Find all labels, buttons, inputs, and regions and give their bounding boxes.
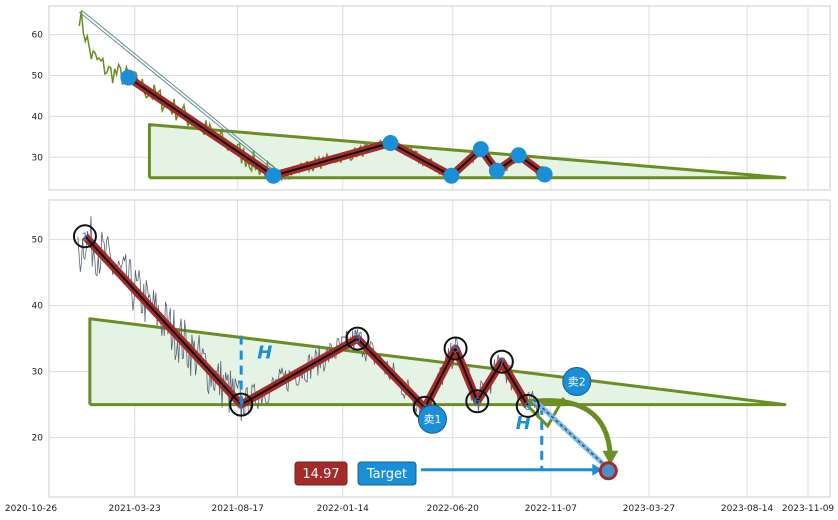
bottom-y-tick-label: 20 [32,434,44,444]
top-pivot-point [265,167,282,184]
target-label-text: Target [366,467,407,482]
x-tick-label: 2023-11-09 [782,504,835,514]
x-tick-label: 2021-08-17 [212,504,264,514]
top-pivot-point [382,134,399,151]
top-trendline [79,11,286,181]
projected-blue-hatch [533,399,607,468]
pivot-number: 3 [354,333,361,346]
top-panel-content [78,9,787,184]
pivot-circle [72,224,97,249]
pivot-circle [345,326,370,351]
pivot-number: 5 [452,343,459,356]
triangle-edge [88,317,787,407]
pivot-number: 2 [238,399,245,412]
pivot-number: 8 [524,400,531,413]
top-y-tick-label: 30 [32,153,44,163]
top-pivot-point [443,167,460,184]
target-arrow-head [592,463,603,476]
x-tick-label: 2022-11-07 [525,504,577,514]
zigzag-inner [84,235,529,409]
pivot-circle [229,392,254,417]
tick-labels: 30 40 50 60 20 30 40 50 2020-10-26 2021-03-23 2021… [5,31,835,514]
top-pivot-point [488,162,505,179]
pivot-circle [443,336,468,361]
pivot-circle [489,349,514,374]
x-tick-label: 2020-10-26 [5,504,58,514]
top-y-tick-label: 60 [32,31,44,41]
target-label-badge: Target [357,461,417,486]
target-value-badge: 14.97 [294,461,348,486]
top-trendline-2 [81,9,290,181]
pivot-number: 1 [81,230,88,243]
x-tick-label: 2023-08-14 [721,504,774,514]
h-label: H [257,342,272,363]
x-tick-label: 2021-03-23 [109,504,161,514]
projected-curve-head [602,450,619,465]
x-tick-label: 2023-03-27 [623,504,675,514]
top-y-tick-label: 50 [32,72,44,82]
target-value-text: 14.97 [302,467,339,482]
top-pivot-point [472,141,489,158]
projected-zig [526,397,566,429]
bottom-y-tick-label: 40 [32,302,44,312]
pivot-number: 7 [498,356,505,369]
projected-curve [527,398,613,457]
sell1-label: 卖1 [423,413,441,426]
x-tick-label: 2022-06-20 [427,504,480,514]
x-tick-label: 2022-01-14 [317,504,370,514]
top-pivot-point [120,69,137,86]
top-y-tick-label: 40 [32,112,44,122]
bottom-panel-content: HH12345678卖1卖2 [72,216,787,481]
pivot-circle [515,393,540,418]
h-label-projection: H [516,413,531,434]
top-pivot-point [510,147,527,164]
sell1-marker [417,404,447,434]
pivot-number: 6 [474,395,481,408]
sell2-marker [562,367,592,396]
bottom-y-tick-label: 30 [32,368,44,378]
target-point [598,461,618,481]
triangle-edge [147,123,787,180]
sell2-label: 卖2 [568,376,586,389]
bottom-y-tick-label: 50 [32,236,44,246]
pivot-circle [465,389,490,414]
top-pivot-point [536,166,553,183]
